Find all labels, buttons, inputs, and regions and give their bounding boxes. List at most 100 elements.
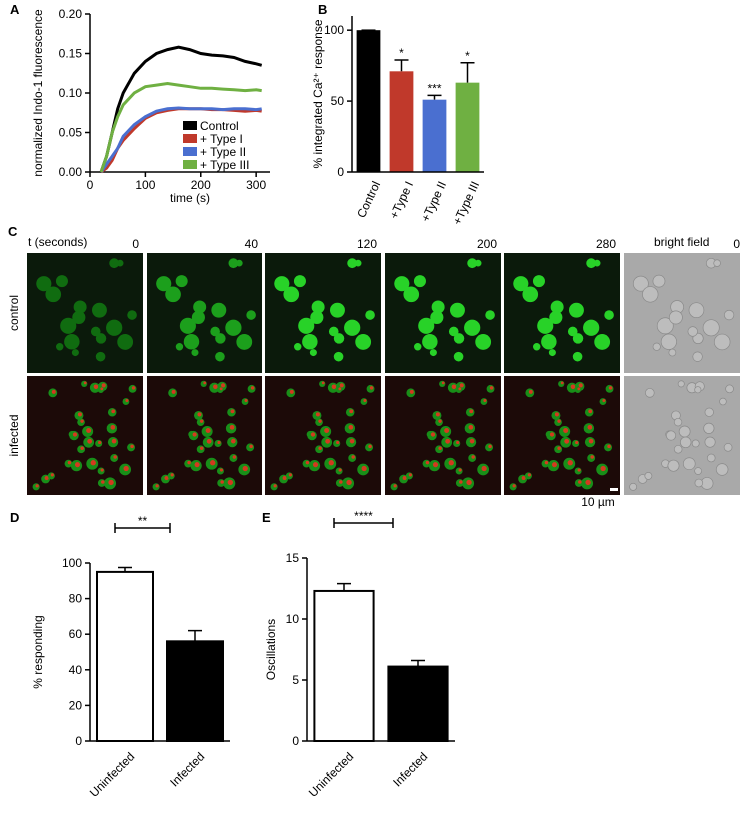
cell	[673, 417, 683, 427]
cell-marker	[348, 424, 354, 430]
cell	[293, 275, 306, 288]
cell	[464, 319, 481, 336]
cell-marker	[349, 438, 355, 444]
x-tick-label: Infected	[390, 749, 430, 789]
cell-marker	[402, 476, 407, 480]
cell-marker	[130, 444, 134, 449]
cell-marker	[578, 480, 582, 484]
cell	[246, 310, 256, 320]
time-point: 120	[357, 237, 377, 251]
cell	[467, 258, 478, 269]
cell	[572, 351, 583, 362]
cell	[156, 276, 172, 292]
cell-marker	[98, 440, 102, 445]
significance-bracket	[114, 523, 171, 533]
y-tick-label: 0.00	[59, 165, 83, 179]
cell	[60, 317, 77, 334]
cell-marker	[331, 384, 337, 390]
x-tick-label: +Type I	[387, 179, 416, 221]
cell-marker	[250, 386, 255, 390]
cell	[183, 334, 200, 350]
cell-marker	[230, 438, 236, 444]
cell	[430, 310, 444, 324]
cell-marker	[244, 399, 248, 403]
legend-label: + Type III	[200, 158, 249, 172]
cell	[522, 286, 539, 303]
error-bar	[118, 566, 132, 572]
cell-marker	[430, 432, 436, 437]
cell-marker	[368, 444, 372, 449]
cell-marker	[585, 479, 591, 486]
cell-marker	[349, 409, 354, 414]
legend-swatch	[183, 147, 197, 156]
cell-marker	[199, 446, 204, 451]
significance-label: **	[138, 514, 148, 528]
cell-marker	[563, 428, 569, 433]
line-series	[99, 106, 262, 173]
time-point: 280	[596, 237, 616, 251]
cell	[175, 275, 188, 288]
cell-marker	[220, 480, 224, 484]
cell-marker	[171, 389, 176, 394]
cell	[127, 310, 137, 320]
cell	[645, 388, 655, 398]
cell-marker	[321, 381, 325, 385]
y-tick-label: 100	[324, 23, 344, 37]
bar	[166, 640, 224, 743]
significance-label: *	[465, 49, 470, 63]
cell	[673, 444, 683, 454]
cell-marker	[100, 387, 104, 391]
y-tick-label: 20	[69, 698, 83, 712]
cell	[652, 342, 661, 351]
cell-marker	[408, 473, 412, 477]
micrograph	[624, 253, 740, 373]
cell	[558, 380, 565, 388]
cell-marker	[458, 387, 462, 391]
y-tick-label: 60	[69, 627, 83, 641]
cell-marker	[44, 476, 49, 480]
cell-marker	[219, 468, 224, 472]
x-tick-label: Infected	[167, 749, 207, 789]
cell-marker	[409, 389, 414, 394]
cell-marker	[87, 438, 93, 444]
cell-marker	[100, 468, 104, 472]
y-axis-label: Oscillations	[264, 619, 278, 680]
cell-marker	[564, 438, 570, 444]
line-series	[99, 81, 262, 173]
line-series	[99, 45, 263, 173]
cell-marker	[230, 409, 235, 414]
cell-marker	[74, 462, 81, 468]
cell	[532, 275, 545, 288]
cell-marker	[35, 484, 39, 488]
x-tick-label: Uninfected	[306, 749, 356, 799]
cell-marker	[578, 383, 583, 388]
cell-marker	[488, 444, 492, 449]
significance-label: *	[399, 46, 404, 60]
cell	[678, 425, 691, 438]
cell-marker	[577, 468, 581, 472]
cell-marker	[336, 440, 340, 445]
cell	[329, 302, 345, 318]
cell-marker	[213, 384, 218, 390]
cell	[236, 334, 253, 350]
cell-marker	[560, 381, 564, 385]
legend-swatch	[183, 121, 197, 130]
time-point: 0	[733, 237, 740, 251]
cell	[165, 286, 181, 303]
y-tick-label: 80	[69, 592, 83, 606]
cell	[691, 439, 700, 448]
cell	[642, 286, 659, 303]
cell-marker	[206, 438, 212, 444]
cell	[210, 326, 220, 337]
cell-marker	[444, 428, 450, 433]
y-axis-label: % integrated Ca²⁺ response	[311, 19, 325, 168]
cell	[274, 276, 290, 292]
cell-marker	[312, 462, 319, 468]
micrograph	[27, 253, 143, 373]
cell	[713, 333, 731, 351]
cell-marker	[451, 384, 457, 390]
cell	[302, 334, 318, 350]
cell	[513, 276, 529, 292]
cell-marker	[80, 446, 84, 451]
cell	[475, 334, 492, 350]
